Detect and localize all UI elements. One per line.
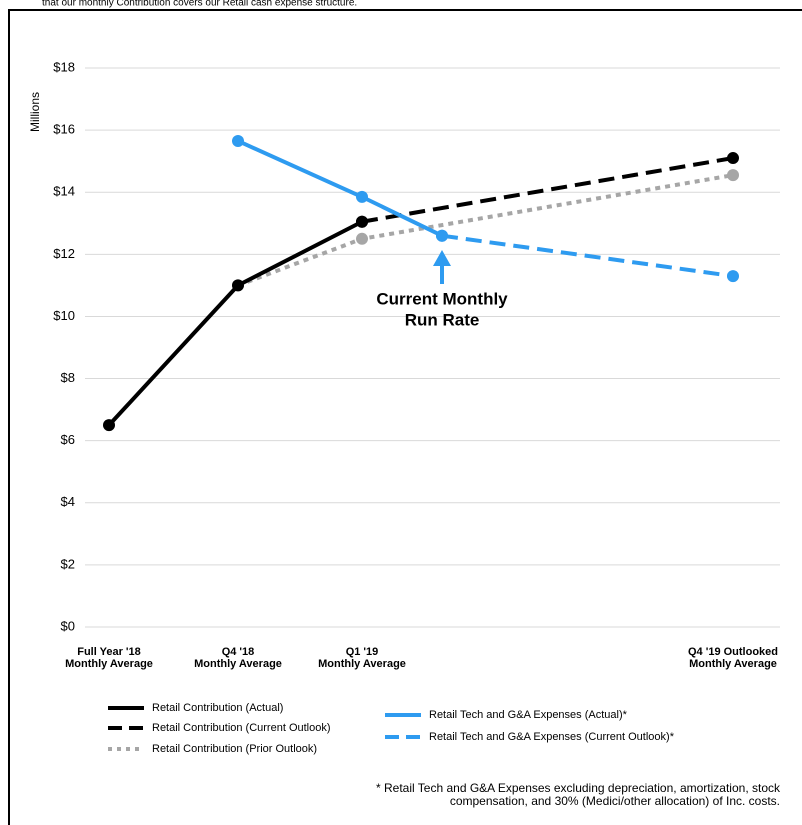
y-tick-label: $8: [61, 370, 75, 385]
legend-label: Retail Contribution (Prior Outlook): [152, 743, 317, 755]
y-tick-label: $14: [53, 184, 75, 199]
legend-label: Retail Tech and G&A Expenses (Actual)*: [429, 709, 628, 721]
x-tick-label: Q4 '18: [222, 646, 255, 658]
x-tick-label: Monthly Average: [318, 658, 406, 670]
point: [232, 279, 244, 292]
legend-label: Retail Contribution (Actual): [152, 702, 283, 714]
y-tick-label: $0: [61, 618, 75, 633]
point: [727, 152, 739, 165]
legend-label: Retail Tech and G&A Expenses (Current Ou…: [429, 731, 675, 743]
point: [727, 169, 739, 182]
point: [103, 419, 115, 432]
y-tick-label: $16: [53, 122, 75, 137]
point: [356, 215, 368, 228]
annotation: Run Rate: [405, 310, 480, 329]
point: [727, 270, 739, 283]
y-tick-label: $4: [61, 494, 75, 509]
series-line: [361, 156, 734, 224]
series-line: [441, 233, 734, 279]
series-line: [237, 139, 443, 238]
frame: [8, 9, 802, 825]
point: [436, 229, 448, 242]
x-tick-label: Full Year '18: [77, 646, 141, 658]
y-tick-label: $18: [53, 59, 75, 74]
point: [232, 134, 244, 147]
annotation-arrowhead: [433, 250, 451, 266]
x-tick-label: Q4 '19 Outlooked: [688, 646, 778, 658]
y-tick-label: $12: [53, 246, 75, 261]
point: [356, 190, 368, 203]
point: [356, 232, 368, 245]
footnote: * Retail Tech and G&A Expenses excluding…: [376, 781, 781, 795]
legend-label: Retail Contribution (Current Outlook): [152, 722, 331, 734]
y-tick-label: $6: [61, 432, 75, 447]
series-line: [237, 173, 734, 288]
footnote: compensation, and 30% (Medici/other allo…: [450, 794, 780, 808]
y-axis-label: Millions: [28, 92, 42, 132]
y-tick-label: $10: [53, 308, 75, 323]
y-tick-label: $2: [61, 556, 75, 571]
x-tick-label: Monthly Average: [689, 658, 777, 670]
x-tick-label: Q1 '19: [346, 646, 379, 658]
x-tick-label: Monthly Average: [65, 658, 153, 670]
annotation: Current Monthly: [376, 289, 508, 308]
header-note: that our monthly Contribution covers our…: [42, 0, 357, 9]
x-tick-label: Monthly Average: [194, 658, 282, 670]
